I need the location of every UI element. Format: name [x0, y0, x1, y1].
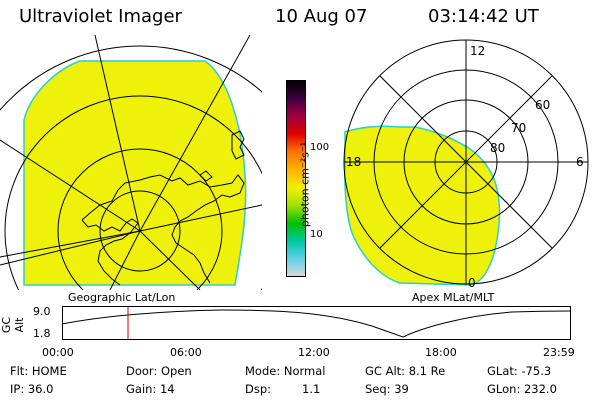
lon-line-1: [94, 35, 141, 232]
mlt-label-12: 12: [470, 44, 485, 58]
info-glat: GLat: -75.3: [487, 364, 552, 378]
mlat-label-80: 80: [490, 141, 505, 155]
colorbar: [286, 80, 306, 277]
info-dsp-value: 1.1: [302, 382, 321, 396]
lon-line-8: [109, 230, 141, 290]
colorbar-tick-10: 10: [310, 229, 323, 240]
right-panel-caption: Apex MLat/MLT: [412, 291, 495, 304]
altitude-xtick-4: 23:59: [543, 346, 575, 359]
lat-circle-2: [4, 95, 262, 290]
app-title: Ultraviolet Imager: [19, 6, 182, 27]
time-label: 03:14:42 UT: [428, 6, 539, 27]
geographic-map: [0, 35, 262, 290]
altitude-plot-frame: [62, 306, 571, 340]
altitude-xtick-3: 18:00: [425, 346, 457, 359]
mlat-label-60: 60: [535, 98, 550, 112]
lat-circle-inner: [99, 190, 181, 272]
left-emission-fill: [23, 60, 247, 286]
mlt-label-18: 18: [346, 155, 361, 169]
lon-line-2: [139, 35, 251, 232]
info-door: Door: Open: [126, 364, 192, 378]
info-mode: Mode: Normal: [245, 364, 326, 378]
lon-line-7: [139, 230, 201, 290]
info-gain: Gain: 14: [126, 382, 175, 396]
colorbar-tick-100: 100: [310, 142, 330, 153]
mlt-label-0: 0: [468, 276, 476, 290]
lon-line-6: [0, 230, 141, 266]
altitude-xtick-2: 12:00: [298, 346, 330, 359]
info-gcalt: GC Alt: 8.1 Re: [365, 364, 446, 378]
info-glon: GLon: 232.0: [487, 382, 557, 396]
lon-line-4: [139, 204, 262, 232]
altitude-ytick-bottom: 1.8: [33, 327, 51, 340]
info-ip: IP: 36.0: [10, 382, 54, 396]
info-seq: Seq: 39: [365, 382, 409, 396]
info-dsp-label: Dsp:: [245, 382, 272, 396]
coastline: [81, 174, 245, 286]
coastline-islands: [199, 130, 245, 182]
mlat-label-70: 70: [511, 121, 526, 135]
magnetic-polar-plot: 12 18 6 0 60 70 80: [343, 39, 589, 290]
left-panel-caption: Geographic Lat/Lon: [68, 291, 176, 304]
colorbar-unit-label: photon cm⁻²s⁻¹: [298, 141, 312, 228]
altitude-xtick-1: 06:00: [170, 346, 202, 359]
altitude-xtick-0: 00:00: [42, 346, 74, 359]
lon-line-5: [0, 230, 141, 258]
altitude-ytick-top: 9.0: [33, 305, 51, 318]
altitude-curve: [62, 309, 572, 338]
lat-circle-outer: [0, 45, 262, 111]
altitude-plot: [62, 306, 572, 340]
info-flt: Flt: HOME: [10, 364, 67, 378]
lon-line-3: [0, 139, 141, 232]
date-label: 10 Aug 07: [275, 6, 368, 27]
mlt-label-6: 6: [576, 155, 584, 169]
altitude-ylabel: GC Alt: [0, 316, 26, 334]
lat-circle-3: [57, 148, 223, 290]
mlt-line-diag-2: [379, 75, 553, 249]
